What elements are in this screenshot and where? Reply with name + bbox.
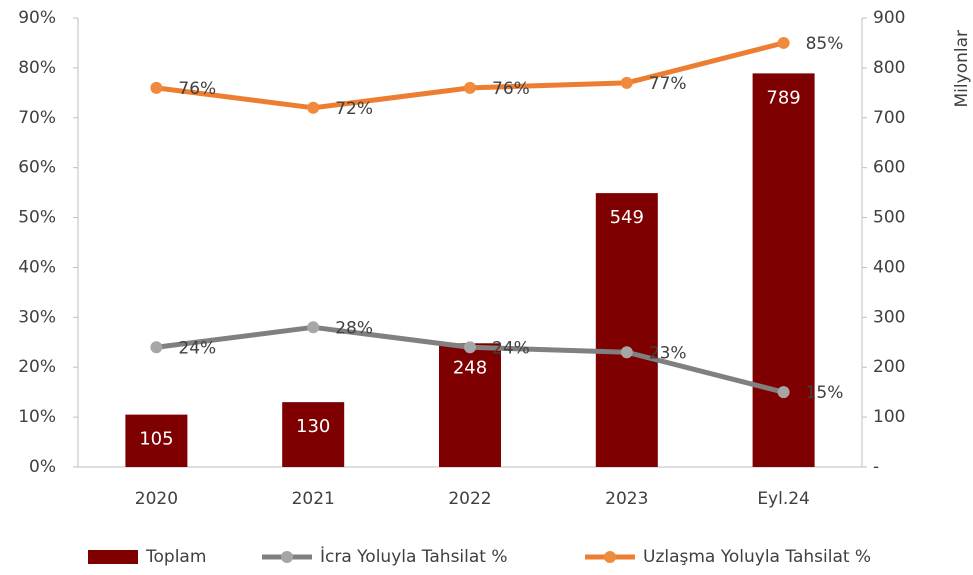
- line-label: 28%: [335, 318, 373, 338]
- line-label: 77%: [649, 74, 687, 94]
- y2-tick-label: 100: [873, 407, 905, 427]
- y2-tick-label: -: [873, 457, 879, 477]
- line-marker: [150, 341, 163, 354]
- bar: [282, 402, 345, 467]
- y-tick-label: 10%: [18, 407, 56, 427]
- bar: [439, 343, 501, 467]
- y-tick-label: 70%: [18, 108, 56, 128]
- y-tick-label: 50%: [18, 208, 56, 228]
- legend-marker: [281, 551, 293, 563]
- line-marker: [620, 76, 633, 89]
- bar: [595, 193, 658, 468]
- y2-axis-title: Milyonlar: [952, 30, 972, 107]
- line-label: 23%: [649, 343, 687, 363]
- x-tick-label: Eyl.24: [757, 489, 810, 509]
- line-marker: [150, 81, 163, 94]
- x-tick-label: 2023: [605, 489, 648, 509]
- y2-tick-label: 400: [873, 257, 905, 277]
- y2-tick-label: 200: [873, 357, 905, 377]
- bar-label: 105: [139, 429, 173, 450]
- y-tick-label: 60%: [18, 158, 56, 178]
- x-tick-label: 2022: [448, 489, 491, 509]
- bar: [125, 414, 188, 467]
- line-label: 76%: [178, 79, 216, 99]
- line-label: 24%: [178, 338, 216, 358]
- y-tick-label: 90%: [18, 8, 56, 28]
- y-tick-label: 40%: [18, 257, 56, 277]
- y2-tick-label: 900: [873, 8, 905, 28]
- line: [156, 40, 785, 111]
- y-tick-label: 0%: [29, 457, 56, 477]
- line-label: 85%: [806, 34, 844, 54]
- line-label: 76%: [492, 79, 530, 99]
- x-tick-label: 2020: [135, 489, 178, 509]
- bar: [752, 73, 815, 468]
- line-marker: [620, 346, 633, 359]
- y-tick-label: 20%: [18, 357, 56, 377]
- line-marker: [464, 81, 476, 94]
- legend-label: İcra Yoluyla Tahsilat %: [320, 546, 508, 567]
- y-tick-label: 30%: [18, 307, 56, 327]
- line-marker: [777, 36, 790, 49]
- line-label: 15%: [806, 383, 844, 403]
- legend-label: Uzlaşma Yoluyla Tahsilat %: [643, 547, 871, 567]
- y2-tick-label: 700: [873, 108, 905, 128]
- line-label: 24%: [492, 338, 530, 358]
- y2-tick-label: 500: [873, 208, 905, 228]
- x-tick-label: 2021: [292, 489, 335, 509]
- bar-label: 789: [766, 87, 800, 108]
- y2-tick-label: 600: [873, 158, 905, 178]
- legend-label: Toplam: [145, 547, 206, 567]
- line-marker: [464, 341, 476, 354]
- line-label: 72%: [335, 99, 373, 119]
- bar-label: 248: [453, 357, 487, 378]
- legend-marker: [604, 551, 616, 563]
- bar-label: 130: [296, 416, 330, 437]
- legend-swatch: [88, 550, 138, 564]
- line-marker: [307, 321, 320, 334]
- line-marker: [777, 386, 790, 399]
- y2-tick-label: 300: [873, 307, 905, 327]
- y-tick-label: 80%: [18, 58, 56, 78]
- bar-label: 549: [610, 207, 644, 228]
- line-marker: [307, 101, 320, 114]
- y2-tick-label: 800: [873, 58, 905, 78]
